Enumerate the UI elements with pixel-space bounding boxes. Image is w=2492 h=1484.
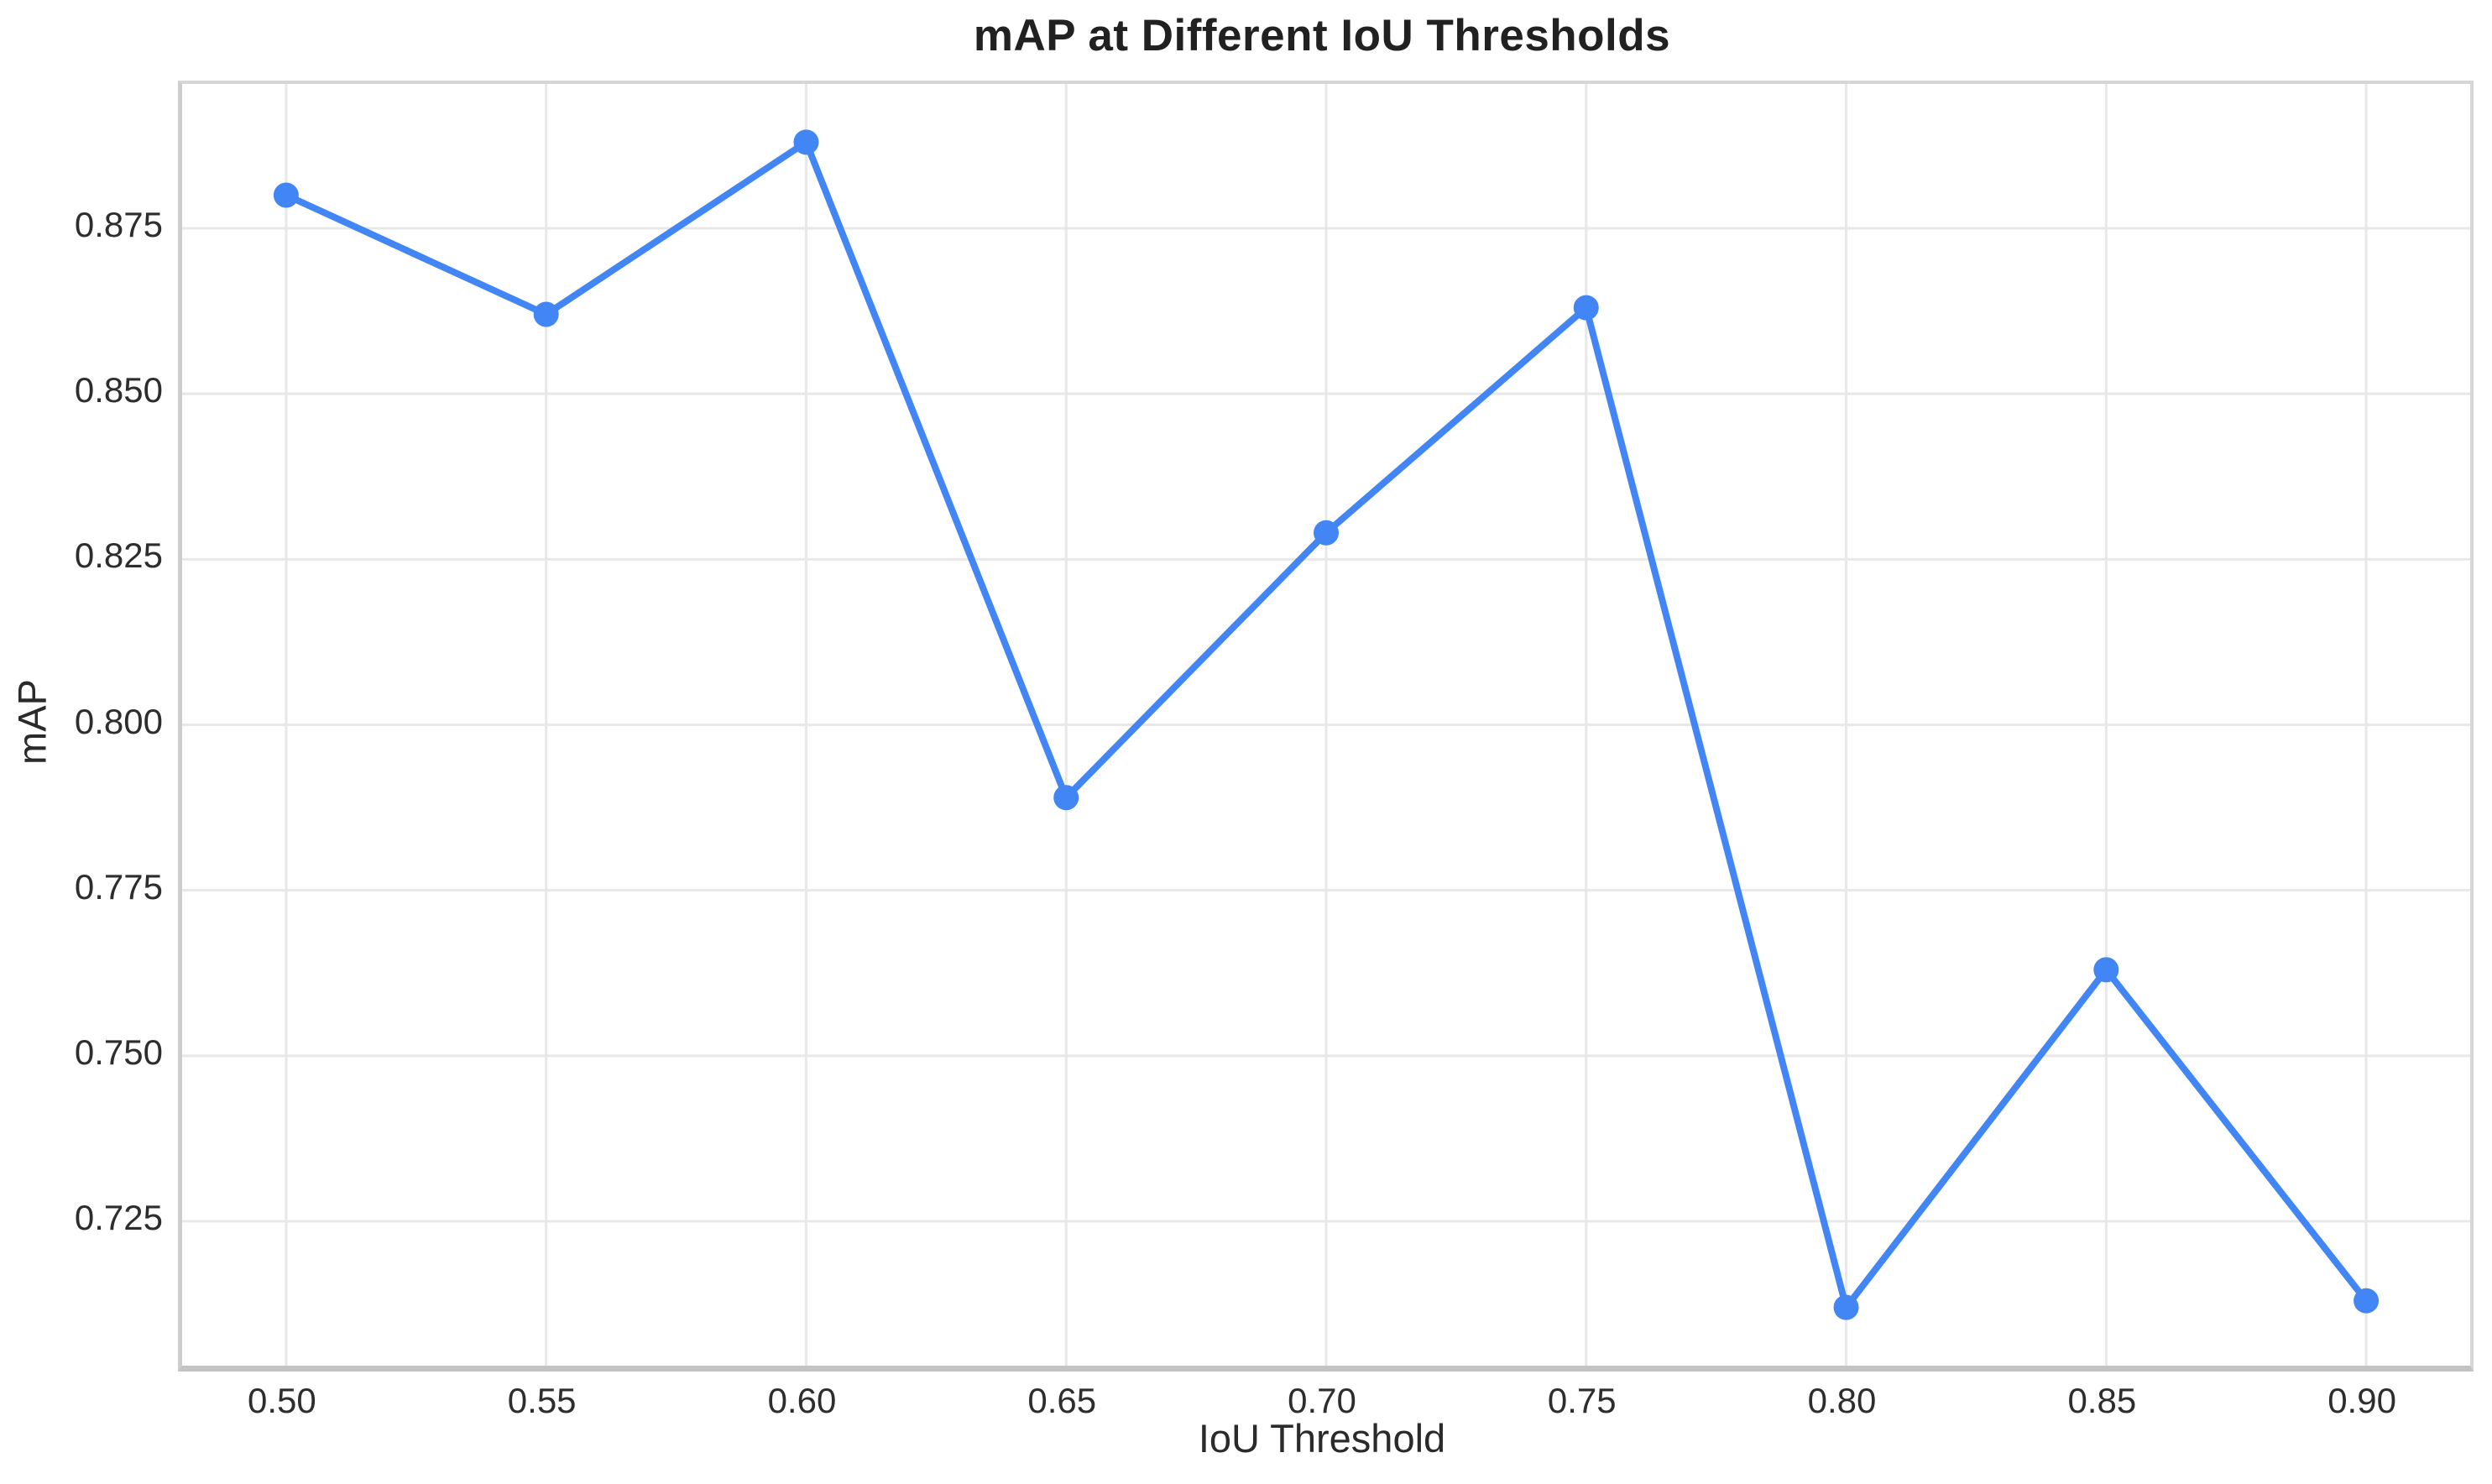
plot-area — [178, 81, 2474, 1372]
x-tick-label: 0.55 — [507, 1381, 577, 1420]
data-point-marker — [793, 129, 819, 155]
data-point-marker — [273, 182, 299, 208]
x-axis-title: IoU Threshold — [1198, 1416, 1446, 1460]
y-tick-label: 0.875 — [74, 204, 163, 244]
data-point-marker — [1573, 295, 1599, 321]
x-tick-label: 0.90 — [2327, 1381, 2396, 1420]
data-point-marker — [1053, 785, 1079, 811]
chart-title: mAP at Different IoU Thresholds — [973, 11, 1671, 60]
y-tick-label: 0.800 — [74, 701, 163, 741]
x-tick-label: 0.80 — [1807, 1381, 1877, 1420]
x-tick-label: 0.70 — [1288, 1381, 1356, 1420]
y-tick-label: 0.750 — [74, 1032, 163, 1072]
x-tick-label: 0.75 — [1547, 1381, 1617, 1420]
x-tick-label: 0.85 — [2067, 1381, 2137, 1420]
y-tick-label: 0.725 — [74, 1198, 163, 1238]
x-tick-label: 0.65 — [1027, 1381, 1097, 1420]
data-point-marker — [2354, 1288, 2380, 1314]
y-tick-label: 0.825 — [74, 536, 163, 576]
data-point-marker — [2093, 957, 2119, 983]
data-point-marker — [1833, 1294, 1859, 1320]
data-point-marker — [1314, 520, 1339, 546]
x-tick-label: 0.50 — [248, 1381, 316, 1420]
x-tick-label: 0.60 — [767, 1381, 837, 1420]
data-point-marker — [533, 301, 559, 327]
y-tick-label: 0.775 — [74, 866, 163, 907]
y-axis-title: mAP — [9, 679, 55, 765]
line-chart-canvas — [182, 84, 2470, 1366]
y-tick-label: 0.850 — [74, 370, 163, 410]
